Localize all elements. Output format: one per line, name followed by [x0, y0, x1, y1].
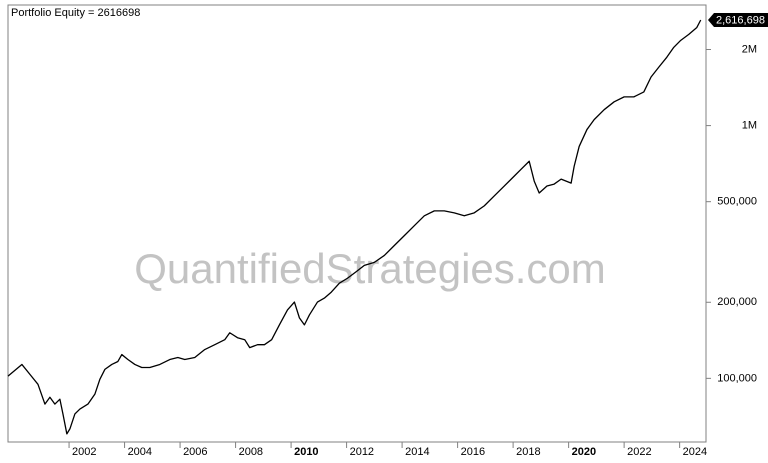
y-tick-label: 2M: [742, 43, 757, 55]
last-value-label: 2,616,698: [716, 14, 765, 26]
x-tick-label: 2024: [683, 446, 707, 458]
y-tick-label: 500,000: [717, 196, 757, 208]
x-tick-label: 2020: [572, 446, 596, 458]
plot-frame: [7, 4, 707, 443]
equity-line: [7, 19, 702, 435]
x-tick-label: 2010: [294, 446, 318, 458]
x-tick-label: 2006: [183, 446, 207, 458]
x-tick-label: 2012: [350, 446, 374, 458]
x-tick-label: 2004: [128, 446, 152, 458]
x-tick-label: 2002: [72, 446, 96, 458]
watermark: QuantifiedStrategies.com: [134, 245, 606, 292]
y-tick-label: 100,000: [717, 372, 757, 384]
x-tick-label: 2016: [461, 446, 485, 458]
x-tick-label: 2014: [405, 446, 429, 458]
x-tick-label: 2018: [516, 446, 540, 458]
last-value-box: [708, 13, 768, 28]
y-tick-label: 1M: [742, 120, 757, 132]
chart-title: Portfolio Equity = 2616698: [11, 7, 140, 19]
x-tick-label: 2008: [239, 446, 263, 458]
x-tick-label: 2022: [627, 446, 651, 458]
y-tick-label: 200,000: [717, 296, 757, 308]
